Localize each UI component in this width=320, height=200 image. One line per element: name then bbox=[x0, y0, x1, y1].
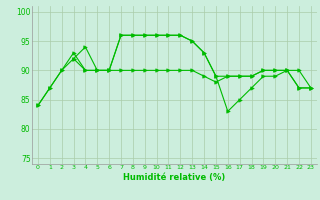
X-axis label: Humidité relative (%): Humidité relative (%) bbox=[123, 173, 226, 182]
